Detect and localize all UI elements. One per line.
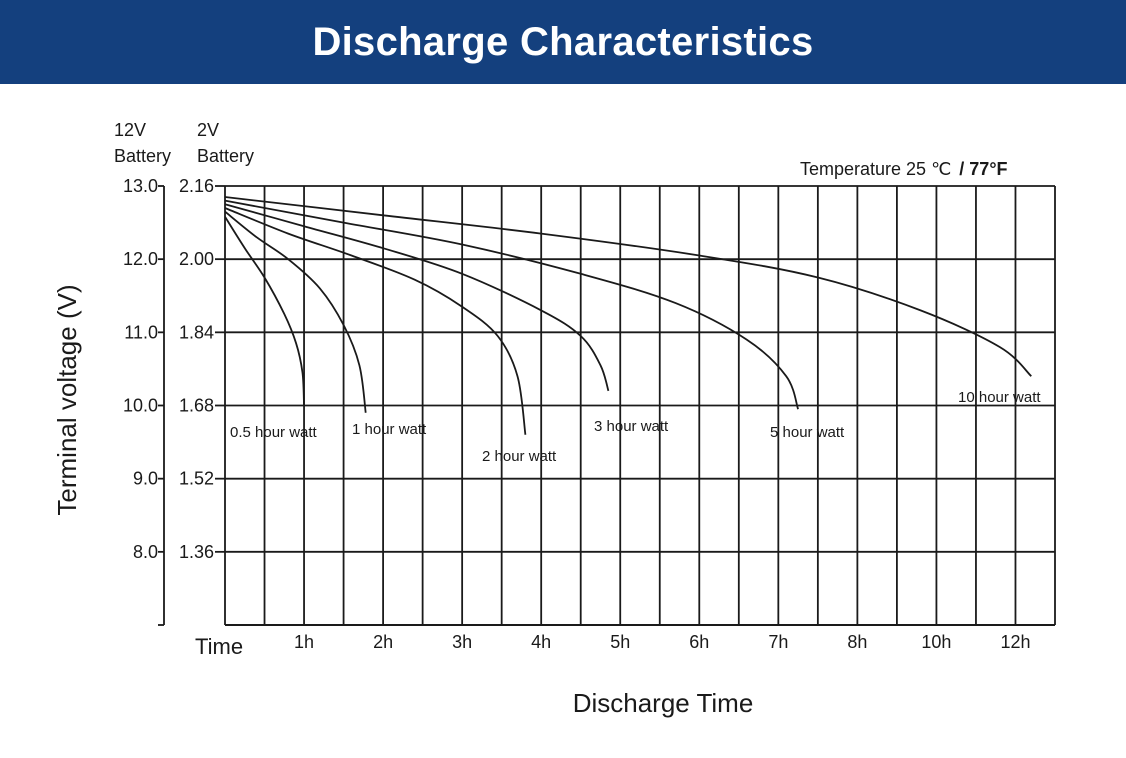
series-label-2: 2 hour watt xyxy=(482,448,557,465)
series-curve-1 xyxy=(224,210,367,413)
series-label-0: 0.5 hour watt xyxy=(230,424,318,441)
y-tick-label-2v: 1.68 xyxy=(179,396,214,416)
x-tick-label: 6h xyxy=(689,632,709,652)
x-tick-label: 7h xyxy=(768,632,788,652)
temperature-note: Temperature 25 ℃ / 77°F xyxy=(800,159,1008,179)
series-curve-3 xyxy=(224,203,610,392)
x-axis-label: Discharge Time xyxy=(573,688,754,718)
y-header-12v-line1: 12V xyxy=(114,120,146,140)
y-tick-label-2v: 1.52 xyxy=(179,469,214,489)
series-label-3: 3 hour watt xyxy=(594,418,669,435)
y-header-2v-line1: 2V xyxy=(197,120,219,140)
x-tick-label: 3h xyxy=(452,632,472,652)
series-curve-4 xyxy=(224,199,799,410)
y-tick-label-2v: 2.16 xyxy=(179,176,214,196)
series-label-5: 10 hour watt xyxy=(958,389,1041,406)
x-tick-label: 8h xyxy=(847,632,867,652)
y-tick-label-12v: 11.0 xyxy=(124,322,158,342)
y-header-2v-line2: Battery xyxy=(197,146,254,166)
y-tick-label-12v: 10.0 xyxy=(123,396,158,416)
y-tick-label-2v: 2.00 xyxy=(179,249,214,269)
x-tick-label: 10h xyxy=(921,632,951,652)
grid xyxy=(224,185,1056,626)
series-label-4: 5 hour watt xyxy=(770,424,845,441)
y-tick-label-12v: 9.0 xyxy=(133,469,158,489)
y-tick-label-12v: 12.0 xyxy=(123,249,158,269)
title-banner: Discharge Characteristics xyxy=(0,0,1126,84)
x-tick-label: 2h xyxy=(373,632,393,652)
series-label-1: 1 hour watt xyxy=(352,421,427,438)
series-curve-5 xyxy=(224,196,1032,377)
y-tick-label-2v: 1.84 xyxy=(179,322,214,342)
y-tick-label-12v: 8.0 xyxy=(133,542,158,562)
temperature-note-text: Temperature 25 ℃ xyxy=(800,159,951,179)
page-title: Discharge Characteristics xyxy=(312,19,814,64)
x-tick-label: 12h xyxy=(1000,632,1030,652)
x-origin-label: Time xyxy=(195,634,243,659)
x-tick-label: 5h xyxy=(610,632,630,652)
series-curve-0 xyxy=(224,216,305,406)
y-tick-label-2v: 1.36 xyxy=(179,542,214,562)
y-tick-label-12v: 13.0 xyxy=(123,176,158,196)
series-curve-2 xyxy=(224,207,527,435)
x-tick-label: 1h xyxy=(294,632,314,652)
y-header-12v-line2: Battery xyxy=(114,146,171,166)
axes: 13.0 2.16 12.0 2.00 11.0 1.84 10.0 1.68 9.0 1.52 8… xyxy=(123,176,1031,652)
series-curves: 0.5 hour watt 1 hour watt 2 hour watt 3 hou… xyxy=(224,196,1041,465)
x-tick-label: 4h xyxy=(531,632,551,652)
y-axis-label: Terminal voltage (V) xyxy=(52,284,82,515)
temperature-note-bold: / 77°F xyxy=(959,159,1007,179)
